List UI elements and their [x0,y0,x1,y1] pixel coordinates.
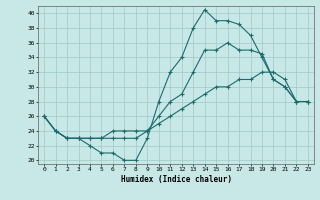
X-axis label: Humidex (Indice chaleur): Humidex (Indice chaleur) [121,175,231,184]
